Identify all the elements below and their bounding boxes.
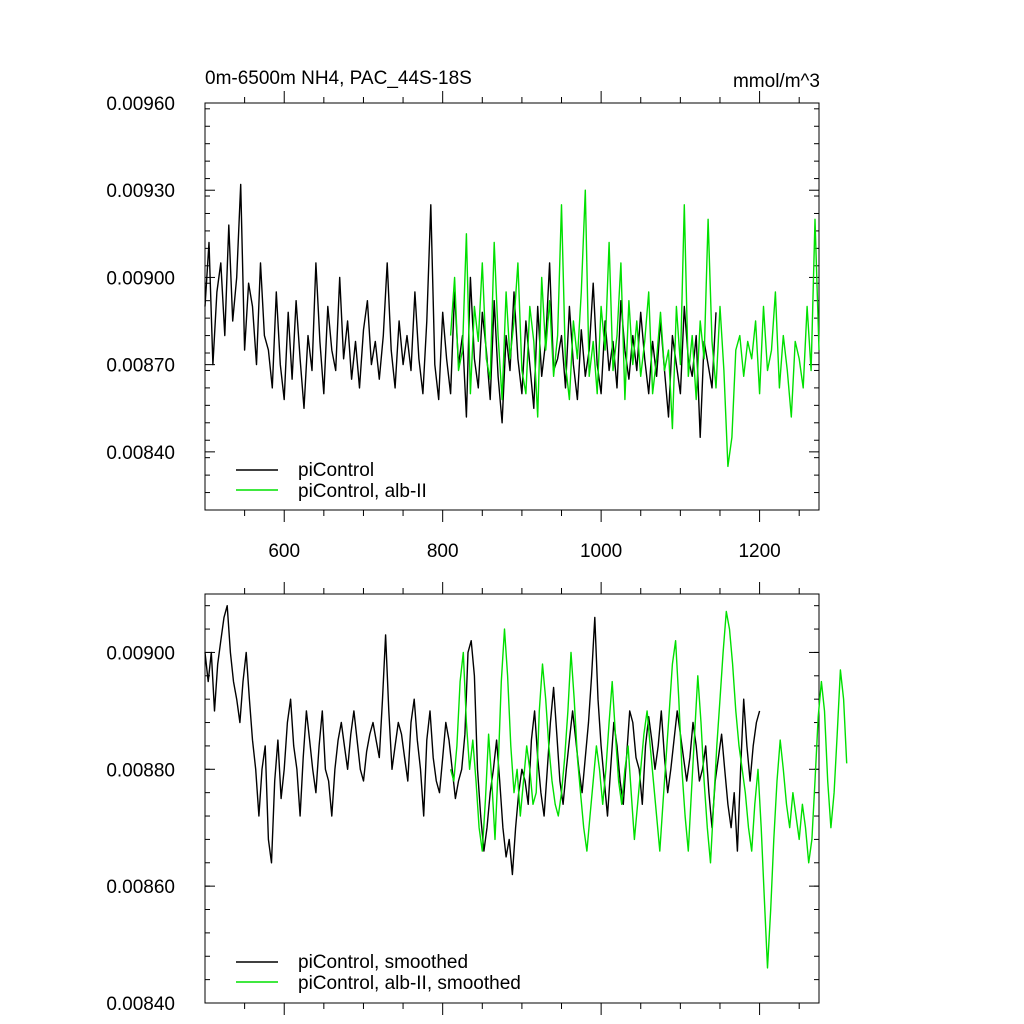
y-tick-label: 0.00860 [106,877,175,898]
x-tick-label: 600 [268,541,300,562]
series-line-alb-ii [449,610,848,969]
top-legend: piControl piControl, alb-II [236,460,427,502]
bottom-panel: 0.00840 0.00860 0.00880 0.00900 piControl, … [106,582,848,1015]
series-line-alb-ii [449,189,820,468]
series-line-picontrol [204,605,761,876]
x-tick-label: 1200 [738,541,780,562]
top-panel: 0m-6500m NH4, PAC_44S-18S mmol/m^3 0.008… [106,68,820,562]
y-tick-label: 0.00960 [106,94,175,115]
y-tick-label: 0.00840 [106,994,175,1015]
top-x-axis: 600 800 1000 1200 [244,91,800,562]
top-y-axis: 0.00840 0.00870 0.00900 0.00930 0.00960 [106,94,819,511]
y-tick-label: 0.00870 [106,356,175,377]
series-line-picontrol [204,183,717,438]
bottom-series-lines [204,605,848,969]
top-panel-title: 0m-6500m NH4, PAC_44S-18S [205,68,472,89]
bottom-x-axis [244,582,800,1015]
y-tick-label: 0.00900 [106,643,175,664]
legend-label-picontrol: piControl [298,460,374,481]
legend-label-alb-ii-smoothed: piControl, alb-II, smoothed [298,973,521,994]
legend-label-picontrol-smoothed: piControl, smoothed [298,952,468,973]
bottom-plot-frame [204,593,820,1004]
y-tick-label: 0.00930 [106,181,175,202]
bottom-y-axis: 0.00840 0.00860 0.00880 0.00900 [106,605,819,1015]
legend-label-alb-ii: piControl, alb-II [298,481,427,502]
top-series-lines [204,183,820,468]
top-panel-units: mmol/m^3 [733,71,820,92]
y-tick-label: 0.00880 [106,760,175,781]
x-tick-label: 1000 [580,541,622,562]
y-tick-label: 0.00900 [106,268,175,289]
y-tick-label: 0.00840 [106,443,175,464]
x-tick-label: 800 [427,541,459,562]
bottom-legend: piControl, smoothed piControl, alb-II, s… [236,952,521,994]
